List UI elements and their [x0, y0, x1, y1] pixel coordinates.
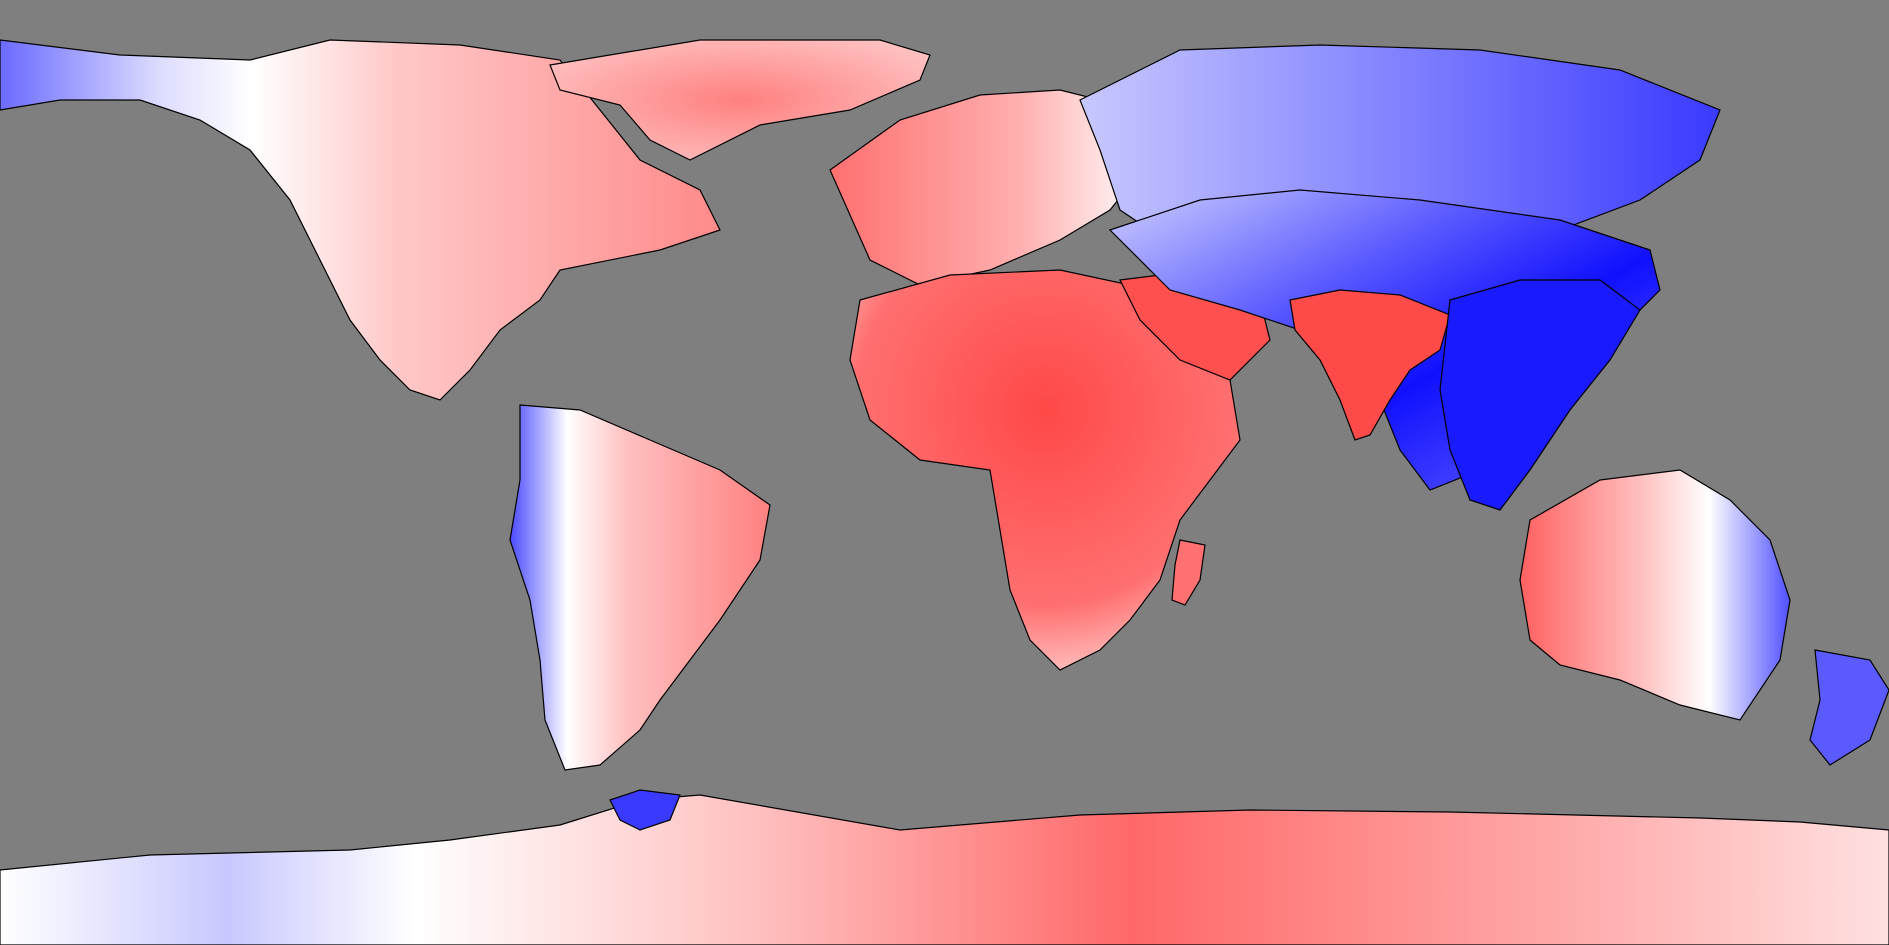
region-east-asia: [1439, 279, 1641, 511]
region-australia: [1519, 469, 1791, 721]
region-europe: [829, 89, 1151, 286]
region-north-america: [0, 39, 721, 401]
region-madagascar: [1171, 539, 1206, 606]
region-new-zealand: [1809, 649, 1889, 766]
region-antarctic-peninsula: [609, 789, 681, 831]
region-antarctica: [0, 794, 1889, 945]
region-greenland: [549, 39, 931, 161]
region-india: [1289, 289, 1451, 441]
region-south-america: [509, 404, 771, 771]
